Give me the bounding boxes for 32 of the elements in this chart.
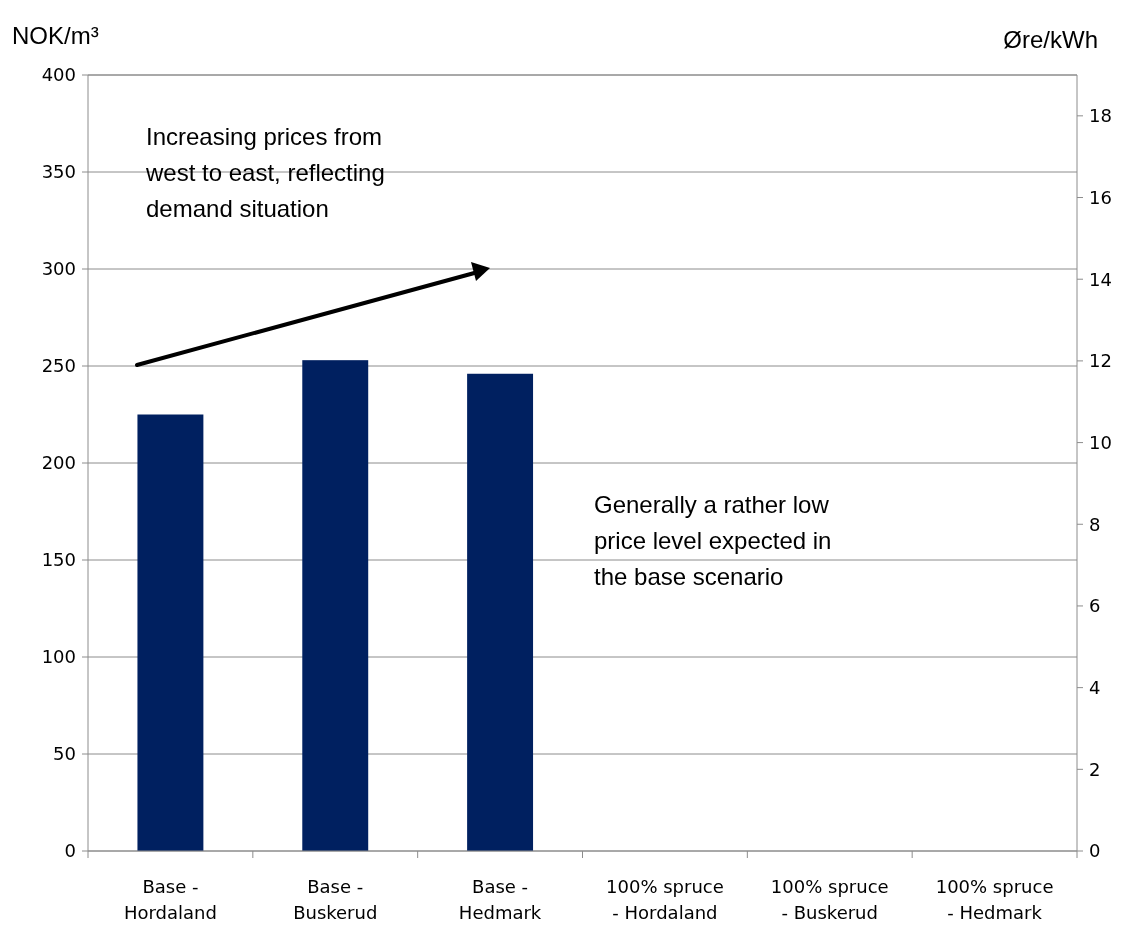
y-tick-label: 200: [41, 452, 76, 474]
x-tick-label: Base - Hordaland: [123, 876, 217, 923]
y-tick-label: 300: [41, 258, 76, 280]
bar: [467, 373, 534, 851]
y-tick-label: 50: [53, 743, 76, 765]
y2-tick-label: 2: [1089, 758, 1101, 780]
x-tick-label: 100% spruce - Buskerud: [770, 876, 889, 923]
y2-tick-label: 10: [1089, 431, 1112, 453]
y-tick-label: 150: [41, 549, 76, 571]
y-tick-label: 250: [41, 355, 76, 377]
annotation: Increasing prices from west to east, reflecting demand situation: [145, 123, 385, 222]
y2-axis-title: Øre/kWh: [1003, 26, 1098, 53]
x-tick-label: Base - Hedmark: [458, 876, 542, 923]
y-axis-title: NOK/m³: [12, 22, 99, 49]
y-tick-label: 100: [41, 646, 76, 668]
y2-tick-label: 12: [1089, 350, 1112, 372]
x-tick-label: Base - Buskerud: [293, 876, 378, 923]
y2-tick-label: 0: [1089, 840, 1101, 862]
annotation: Generally a rather low price level expected in the base scenario: [594, 491, 832, 590]
x-tick-label: 100% spruce - Hordaland: [606, 876, 724, 923]
y2-tick-label: 18: [1089, 105, 1112, 127]
y2-tick-label: 4: [1089, 676, 1101, 698]
y-tick-label: 0: [64, 840, 76, 862]
y2-tick-label: 8: [1089, 513, 1101, 535]
y-tick-label: 350: [41, 161, 76, 183]
y2-tick-label: 14: [1089, 268, 1112, 290]
y-tick-label: 400: [41, 64, 76, 86]
x-tick-label: 100% spruce - Hedmark: [935, 876, 1054, 923]
y2-tick-label: 16: [1089, 186, 1112, 208]
bar: [302, 360, 369, 851]
bar: [137, 414, 204, 851]
y2-tick-label: 6: [1089, 595, 1101, 617]
